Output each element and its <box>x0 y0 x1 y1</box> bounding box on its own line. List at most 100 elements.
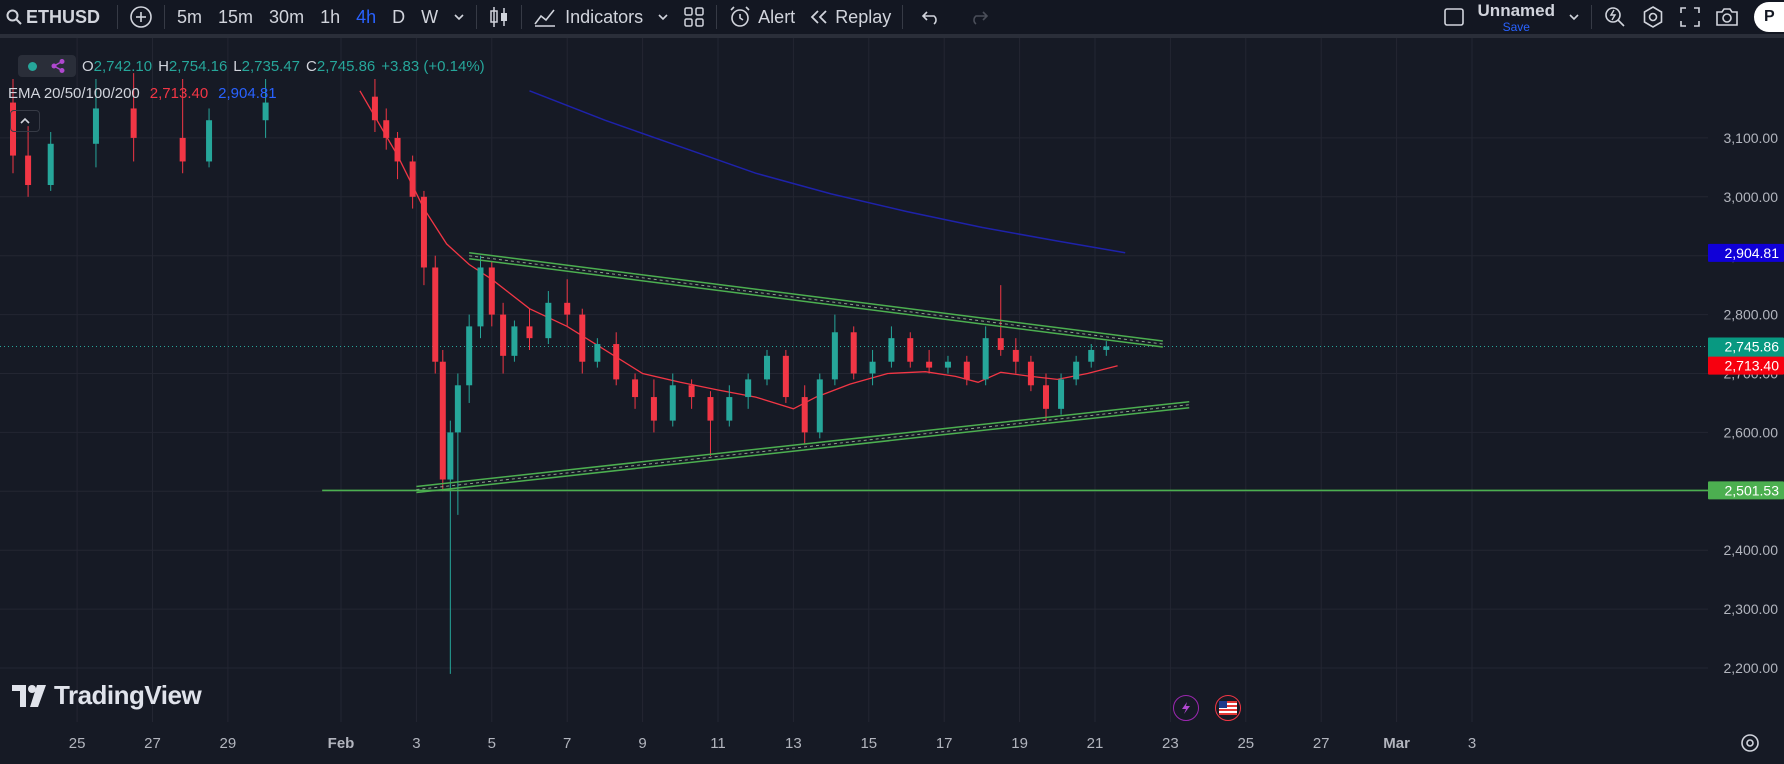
candle-body <box>47 143 54 186</box>
ema20-value: 2,713.40 <box>149 84 209 102</box>
candle-body <box>764 355 771 380</box>
candle-body <box>669 385 676 421</box>
symbol-search-button[interactable]: ETHUSD <box>0 0 107 34</box>
timeframe-4h[interactable]: 4h <box>356 6 377 27</box>
candle <box>1058 373 1065 415</box>
price-label-text: 2,745.86 <box>1725 338 1780 354</box>
drawing-layer[interactable] <box>322 251 1708 494</box>
candle-body <box>477 267 484 327</box>
legend-open-value: 2,742.10 <box>93 57 153 75</box>
x-tick-label: 27 <box>1313 735 1330 752</box>
time-scale-background <box>0 722 1784 764</box>
candle-body <box>371 96 378 121</box>
candle <box>409 155 416 209</box>
x-tick-label: 17 <box>936 735 953 752</box>
series-legend: O2,742.10 H2,754.16 L2,735.47 C2,745.86 … <box>8 52 491 132</box>
candle <box>869 349 876 386</box>
y-tick-label: 2,200.00 <box>1724 660 1779 676</box>
time-scale[interactable]: 25 27 29 Feb 3 5 7 9 11 13 15 17 19 21 23 25 27 Mar 3 <box>0 722 1784 764</box>
candle <box>1073 355 1080 386</box>
lightning-event-icon[interactable] <box>1173 695 1199 721</box>
candle <box>420 190 427 286</box>
templates-button[interactable] <box>676 0 712 34</box>
us-economic-event-icon[interactable] <box>1215 695 1241 721</box>
candle <box>801 385 808 445</box>
candle-body <box>526 326 533 339</box>
trendline-upper-mid <box>469 255 1163 345</box>
price-label-background <box>1708 356 1784 375</box>
legend-high-label: H <box>158 57 169 75</box>
indicators-button[interactable]: Indicators <box>526 0 650 34</box>
x-tick-label: 13 <box>785 735 802 752</box>
ema50-line <box>529 90 1126 254</box>
quick-search-icon <box>1605 7 1625 27</box>
timeframe-dropdown-button[interactable] <box>446 0 472 34</box>
timeframe-d[interactable]: D <box>392 6 406 27</box>
candle-body <box>926 361 933 368</box>
candle-body <box>688 385 695 398</box>
redo-button[interactable] <box>955 0 1003 34</box>
layout-select-button[interactable] <box>1436 0 1472 34</box>
legend-open-label: O <box>82 57 94 75</box>
legend-toggle-pill[interactable] <box>18 55 76 77</box>
candle <box>25 126 32 197</box>
candle <box>1027 355 1034 392</box>
snapshot-button[interactable] <box>1708 0 1746 34</box>
ema50-value: 2,904.81 <box>218 84 277 102</box>
legend-change: +3.83 (+0.14%) <box>381 58 484 75</box>
settings-button[interactable] <box>1634 0 1672 34</box>
layout-name-button[interactable]: Unnamed Save <box>1472 2 1561 33</box>
alert-button[interactable]: Alert <box>721 0 802 34</box>
replay-button[interactable]: Replay <box>802 0 898 34</box>
price-label-text: 2,501.53 <box>1725 482 1780 498</box>
candle-body <box>394 137 401 162</box>
legend-open: O2,742.10 <box>82 58 152 75</box>
candle-body <box>816 379 823 433</box>
top-toolbar: ETHUSD 5m 15m 30m 1h 4h D W Indicators A… <box>0 0 1784 38</box>
y-tick-label: 2,800.00 <box>1724 307 1779 323</box>
publish-button[interactable]: P <box>1754 2 1784 32</box>
candle-body <box>383 120 390 138</box>
layout-dropdown-button[interactable] <box>1561 0 1587 34</box>
lightning-icon <box>1182 702 1190 714</box>
timeframe-30m[interactable]: 30m <box>269 6 305 27</box>
indicators-dropdown-button[interactable] <box>650 0 676 34</box>
quick-search-button[interactable] <box>1596 0 1634 34</box>
layout-icon <box>1443 8 1464 26</box>
fullscreen-button[interactable] <box>1672 0 1708 34</box>
trendline-upper-edge <box>469 257 1163 348</box>
legend-close-label: C <box>306 57 317 75</box>
ema20-layer <box>359 90 1118 410</box>
candle-body <box>650 397 657 421</box>
timeframe-1h[interactable]: 1h <box>320 6 341 27</box>
indicators-label: Indicators <box>565 6 644 27</box>
chevron-down-icon <box>658 14 668 21</box>
y-tick-label: 3,100.00 <box>1724 130 1779 146</box>
x-tick-label: 25 <box>1237 735 1254 752</box>
price-label-ema50: 2,904.81 <box>1708 243 1784 262</box>
x-tick-label: 29 <box>220 735 237 752</box>
chart-type-button[interactable] <box>481 0 517 34</box>
candle <box>432 255 439 374</box>
timeframe-5m[interactable]: 5m <box>177 6 203 27</box>
candle <box>669 373 676 427</box>
x-tick-label: 3 <box>1468 735 1476 752</box>
undo-button[interactable] <box>907 0 955 34</box>
legend-collapse-button[interactable] <box>10 110 40 132</box>
chart-pane[interactable] <box>0 38 1708 722</box>
fullscreen-icon <box>1680 7 1700 27</box>
legend-ema-row[interactable]: EMA 20/50/100/200 2,713.40 2,904.81 <box>8 80 491 106</box>
chart-settings-icon[interactable] <box>1741 734 1759 752</box>
timeframe-w[interactable]: W <box>421 6 439 27</box>
divider <box>117 5 119 29</box>
x-tick-label: 7 <box>563 735 571 752</box>
alarm-clock-icon <box>730 6 750 27</box>
compare-symbol-button[interactable] <box>122 0 160 34</box>
candle-body <box>179 137 186 162</box>
candle-body <box>511 326 518 356</box>
candle-body <box>888 338 895 362</box>
candle-body <box>594 344 601 362</box>
price-scale[interactable]: 2,200.002,300.002,400.002,500.002,600.00… <box>1708 38 1784 722</box>
timeframe-15m[interactable]: 15m <box>218 6 254 27</box>
candle-body <box>982 338 989 380</box>
